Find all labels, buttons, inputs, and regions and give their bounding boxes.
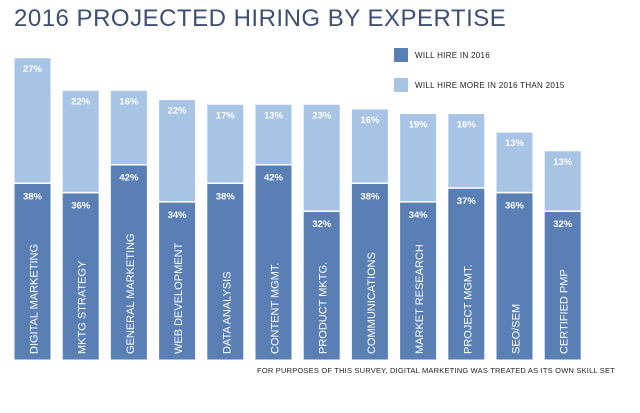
bar-will-hire-certified-pmp (543, 210, 582, 361)
label-hire-more-mktg-strategy: 22% (71, 96, 91, 107)
category-label-digital-marketing: DIGITAL MARKETING (29, 244, 41, 354)
bar-will-hire-data-analysis (206, 182, 245, 361)
label-hire-more-certified-pmp: 13% (553, 157, 573, 168)
legend-swatch-will-hire (394, 48, 408, 62)
bar-will-hire-project-mgmt (447, 187, 486, 361)
bar-hire-more-seo-sem (495, 131, 534, 194)
label-hire-more-communications: 16% (360, 115, 380, 126)
bar-hire-more-content-mgmt (254, 103, 293, 166)
label-will-hire-content-mgmt: 42% (264, 173, 284, 184)
category-label-certified-pmp: CERTIFIED PMP (559, 269, 571, 354)
bar-will-hire-product-mktg (302, 210, 341, 361)
bar-hire-more-digital-marketing (13, 57, 52, 184)
label-will-hire-web-development: 34% (168, 210, 188, 221)
category-label-project-mgmt: PROJECT MGMT. (462, 264, 474, 354)
label-will-hire-general-marketing: 42% (119, 173, 139, 184)
bar-hire-more-data-analysis (206, 103, 245, 184)
bar-will-hire-web-development (158, 201, 197, 361)
label-will-hire-market-research: 34% (409, 210, 429, 221)
label-hire-more-digital-marketing: 27% (23, 64, 43, 75)
chart-title: 2016 PROJECTED HIRING BY EXPERTISE (14, 5, 507, 32)
label-hire-more-seo-sem: 13% (505, 138, 525, 149)
label-will-hire-seo-sem: 36% (505, 201, 525, 212)
category-label-market-research: MARKET RESEARCH (414, 244, 426, 354)
label-will-hire-data-analysis: 38% (216, 191, 236, 202)
bar-will-hire-digital-marketing (13, 182, 52, 361)
footnote: FOR PURPOSES OF THIS SURVEY, DIGITAL MAR… (257, 366, 615, 375)
bar-hire-more-web-development (158, 99, 197, 203)
label-hire-more-data-analysis: 17% (216, 110, 236, 121)
category-label-seo-sem: SEO/SEM (511, 304, 523, 354)
legend-swatch-hire-more (394, 78, 408, 92)
label-hire-more-market-research: 19% (409, 120, 429, 131)
legend-label-hire-more: WILL HIRE MORE IN 2016 THAN 2015 (415, 81, 565, 90)
category-label-content-mgmt: CONTENT MGMT. (270, 263, 282, 354)
label-hire-more-web-development: 22% (168, 106, 188, 117)
label-hire-more-content-mgmt: 13% (264, 110, 284, 121)
bar-will-hire-content-mgmt (254, 164, 293, 361)
label-will-hire-product-mktg: 32% (312, 219, 332, 230)
category-label-communications: COMMUNICATIONS (366, 252, 378, 354)
category-label-data-analysis: DATA ANALYSIS (221, 271, 233, 354)
bar-will-hire-market-research (399, 201, 438, 361)
label-hire-more-product-mktg: 23% (312, 110, 332, 121)
legend-label-will-hire: WILL HIRE IN 2016 (415, 51, 491, 60)
label-will-hire-project-mgmt: 37% (457, 196, 477, 207)
bar-will-hire-general-marketing (109, 164, 148, 361)
label-will-hire-mktg-strategy: 36% (71, 201, 91, 212)
label-will-hire-digital-marketing: 38% (23, 191, 43, 202)
category-label-web-development: WEB DEVELOPMENT (173, 242, 185, 354)
label-will-hire-communications: 38% (360, 191, 380, 202)
bar-hire-more-certified-pmp (543, 150, 582, 212)
category-label-mktg-strategy: MKTG STRATEGY (77, 260, 89, 354)
label-will-hire-certified-pmp: 32% (553, 219, 573, 230)
label-hire-more-project-mgmt: 16% (457, 120, 477, 131)
label-hire-more-general-marketing: 16% (119, 96, 139, 107)
category-label-general-marketing: GENERAL MARKETING (125, 233, 137, 354)
bar-will-hire-mktg-strategy (61, 192, 100, 361)
category-label-product-mktg: PRODUCT MKTG. (318, 262, 330, 354)
bar-will-hire-communications (350, 182, 389, 361)
bar-hire-more-project-mgmt (447, 113, 486, 189)
bar-will-hire-seo-sem (495, 192, 534, 361)
